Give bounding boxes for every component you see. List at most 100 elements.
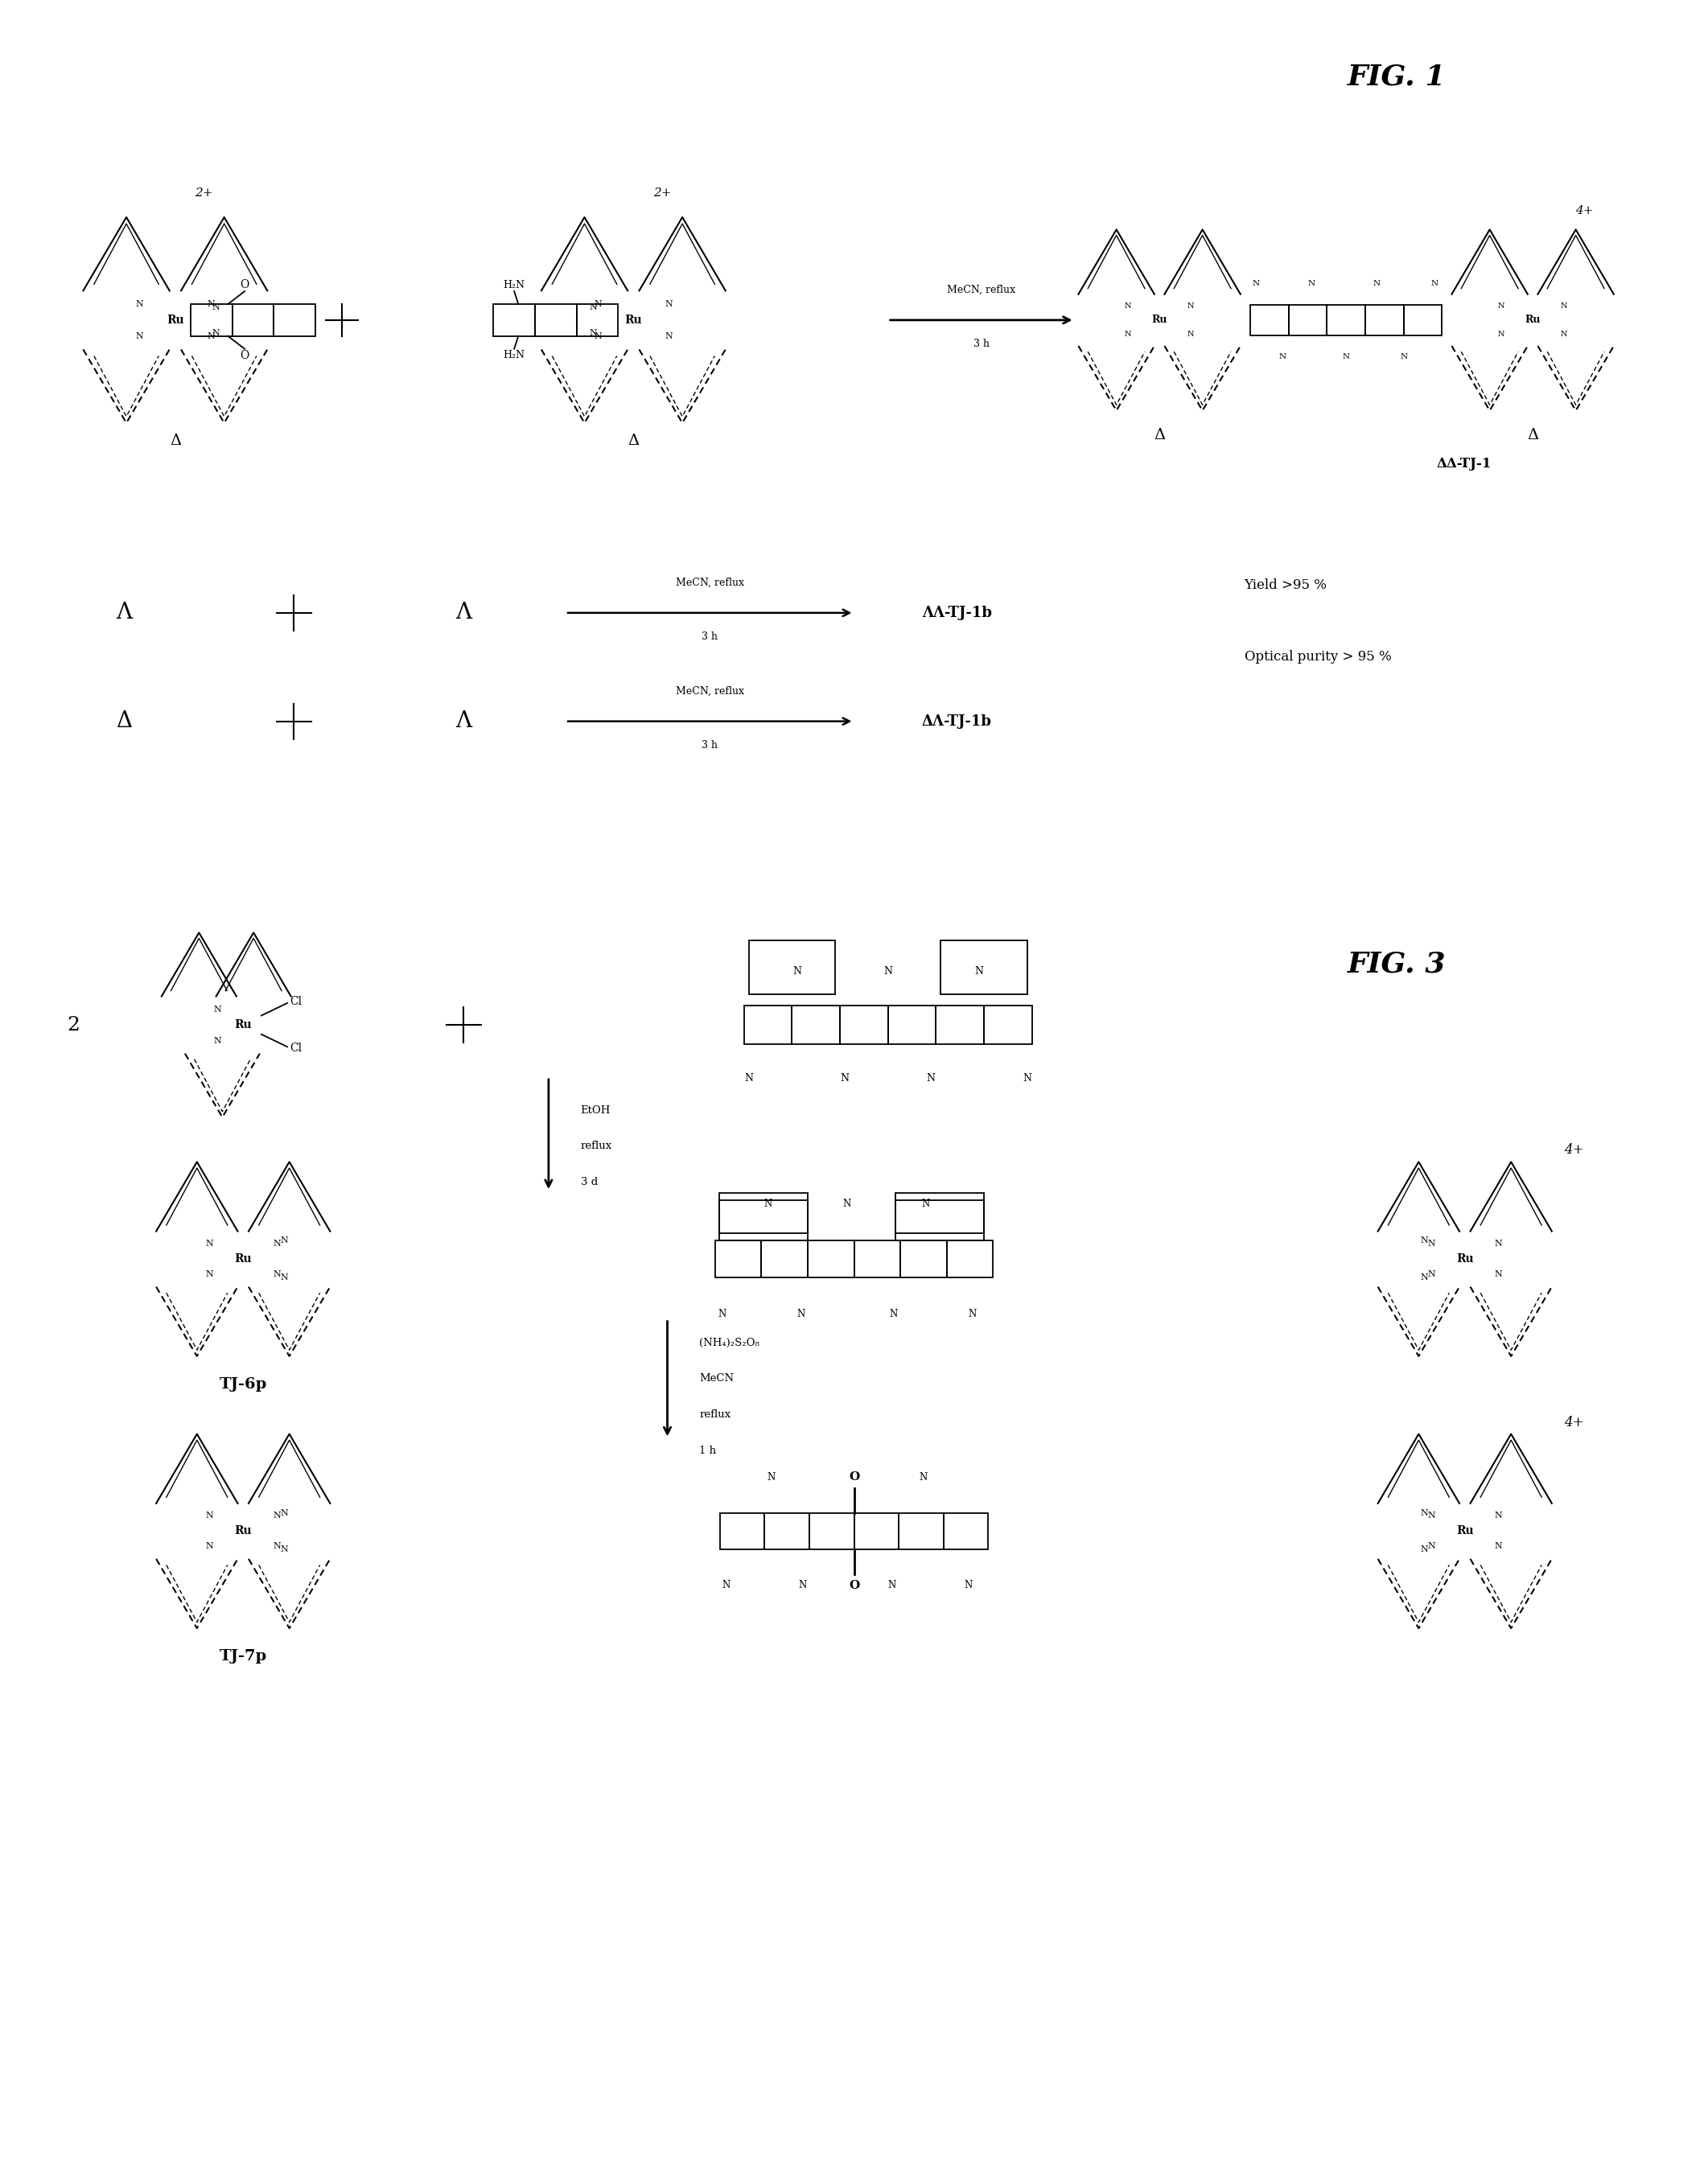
Text: N: N [975,966,984,977]
Text: 4+: 4+ [1565,1415,1583,1430]
Text: Λ: Λ [456,711,471,732]
Text: 2+: 2+ [652,187,671,198]
Text: O: O [849,1472,859,1482]
Text: N: N [1428,1541,1435,1550]
Text: TJ-7p: TJ-7p [219,1648,266,1663]
Text: Yield >95 %: Yield >95 % [1243,578,1327,591]
Text: N: N [1498,303,1505,310]
Text: N: N [205,1513,214,1519]
Text: N: N [963,1580,972,1591]
Text: N: N [280,1509,289,1517]
Text: N: N [273,1271,280,1277]
Text: 3 h: 3 h [702,632,717,643]
Text: N: N [1428,1513,1435,1519]
Text: Ru: Ru [1457,1253,1474,1264]
Text: 4+: 4+ [1565,1142,1583,1158]
Text: EtOH: EtOH [581,1105,611,1116]
Text: N: N [273,1240,280,1247]
Text: N: N [205,1240,214,1247]
Text: N: N [664,301,673,307]
Text: TJ-6p: TJ-6p [219,1378,266,1391]
Text: N: N [798,1580,806,1591]
Text: 2+: 2+ [195,187,214,198]
Text: ΔΛ-TJ-1b: ΔΛ-TJ-1b [922,715,992,728]
Text: N: N [212,303,219,312]
Text: N: N [273,1541,280,1550]
Text: Δ: Δ [1527,427,1539,443]
Text: N: N [280,1546,289,1552]
Text: N: N [664,331,673,340]
Text: O: O [849,1580,859,1591]
Text: N: N [589,329,598,338]
Text: N: N [1561,331,1568,338]
Text: Ru: Ru [1525,314,1541,325]
Text: ΔΔ-TJ-1: ΔΔ-TJ-1 [1436,458,1491,471]
Text: N: N [883,966,892,977]
Text: N: N [888,1580,897,1591]
Text: Cl: Cl [290,996,302,1007]
Text: N: N [212,329,219,338]
Text: N: N [919,1472,927,1482]
Text: N: N [1373,279,1380,288]
Text: Ru: Ru [625,314,642,325]
Text: N: N [594,331,601,340]
Text: MeCN, reflux: MeCN, reflux [676,687,745,695]
Text: N: N [1419,1273,1428,1282]
Text: N: N [589,303,598,312]
Text: H₂N: H₂N [504,351,524,360]
Text: 4+: 4+ [1575,205,1594,216]
Text: N: N [1187,303,1194,310]
Text: N: N [207,301,215,307]
Text: Ru: Ru [234,1253,251,1264]
Text: N: N [927,1073,936,1083]
Text: N: N [1124,331,1131,338]
Text: 3 d: 3 d [581,1177,598,1188]
Text: Ru: Ru [167,314,184,325]
Text: N: N [1494,1240,1503,1247]
Text: O: O [241,279,249,290]
Text: ΛΛ-TJ-1b: ΛΛ-TJ-1b [922,606,992,619]
Text: MeCN, reflux: MeCN, reflux [946,283,1016,294]
Text: N: N [273,1513,280,1519]
Text: FIG. 1: FIG. 1 [1348,63,1447,92]
Text: N: N [1279,353,1286,360]
Text: Optical purity > 95 %: Optical purity > 95 % [1243,650,1392,663]
Text: N: N [1428,1271,1435,1277]
Text: Λ: Λ [116,602,133,623]
Text: N: N [796,1308,804,1319]
Text: (NH₄)₂S₂O₈: (NH₄)₂S₂O₈ [699,1339,760,1347]
Text: N: N [1401,353,1407,360]
Text: N: N [1419,1236,1428,1245]
Text: N: N [1498,331,1505,338]
Text: 2: 2 [67,1016,80,1033]
Text: FIG. 3: FIG. 3 [1348,950,1447,979]
Text: N: N [922,1199,929,1210]
Text: Ru: Ru [234,1526,251,1537]
Text: N: N [745,1073,753,1083]
Text: N: N [280,1273,289,1282]
Text: N: N [890,1308,897,1319]
Text: MeCN, reflux: MeCN, reflux [676,578,745,589]
Text: Ru: Ru [234,1020,251,1031]
Text: Ru: Ru [1457,1526,1474,1537]
Text: N: N [1187,331,1194,338]
Text: N: N [1428,1240,1435,1247]
Text: N: N [214,1005,220,1014]
Text: N: N [1494,1513,1503,1519]
Text: Ru: Ru [1151,314,1167,325]
Text: 3 h: 3 h [974,338,989,349]
Text: N: N [135,331,143,340]
Text: Cl: Cl [290,1042,302,1053]
Text: N: N [793,966,801,977]
Text: N: N [1124,303,1131,310]
Text: O: O [241,349,249,362]
Text: N: N [840,1073,849,1083]
Text: Δ: Δ [116,711,133,732]
Text: N: N [1494,1271,1503,1277]
Text: N: N [205,1271,214,1277]
Text: N: N [767,1472,775,1482]
Text: N: N [205,1541,214,1550]
Text: N: N [717,1308,726,1319]
Text: reflux: reflux [581,1140,611,1151]
Text: Δ: Δ [1153,427,1165,443]
